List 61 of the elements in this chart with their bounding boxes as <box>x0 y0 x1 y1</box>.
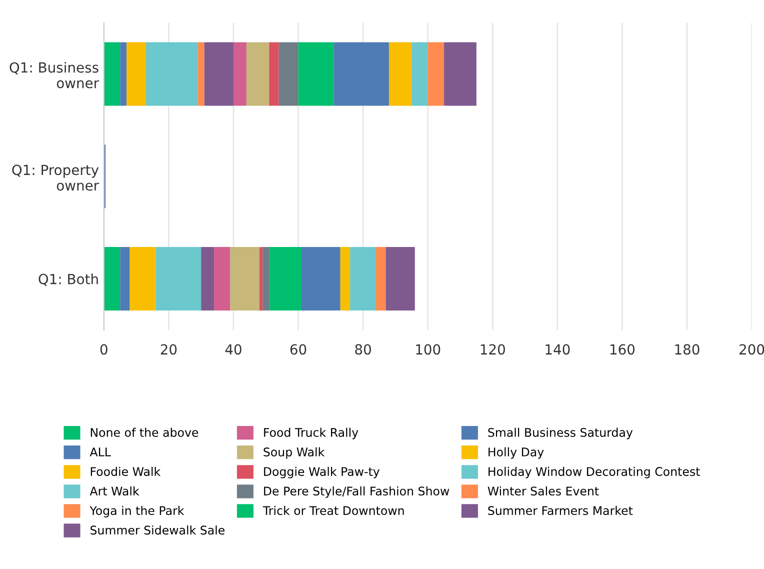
bar <box>334 42 389 106</box>
bar <box>278 42 298 106</box>
bar <box>204 42 234 106</box>
bar <box>444 42 476 106</box>
legend-label: ALL <box>90 448 111 456</box>
bar <box>104 42 120 106</box>
legend-label: Small Business Saturday <box>488 428 633 440</box>
legend-label: De Pere Style/Fall Fashion Show <box>264 486 450 498</box>
legend-label: Winter Sales Event <box>488 486 599 496</box>
bar <box>214 247 230 311</box>
bar <box>376 247 386 311</box>
x-tick-label: 40 <box>225 344 242 355</box>
bar <box>201 247 214 311</box>
x-tick-label: 120 <box>480 344 505 355</box>
bar <box>269 247 302 311</box>
legend-label: None of the above <box>90 428 198 437</box>
x-tick-label: 80 <box>355 344 371 355</box>
y-tick-label: Q1: Business owner <box>10 62 100 88</box>
bar <box>198 42 204 106</box>
legend-label: Foodie Walk <box>90 466 161 476</box>
bar <box>298 42 334 106</box>
bar <box>246 42 270 106</box>
bar <box>120 247 130 311</box>
bar <box>120 42 127 106</box>
legend-label: Doggie Walk Paw-ty <box>264 466 380 478</box>
bar <box>262 247 270 311</box>
legend-label: Yoga in the Park <box>90 506 184 518</box>
bar <box>126 42 146 106</box>
bar <box>230 247 260 311</box>
bar <box>350 247 376 311</box>
bar <box>428 42 444 106</box>
bar <box>233 42 246 106</box>
bar <box>340 247 350 311</box>
y-tick-label: Q1: Both <box>38 274 98 286</box>
bar <box>388 42 412 106</box>
bar <box>269 42 279 106</box>
bar <box>259 247 263 311</box>
x-tick-label: 140 <box>546 344 570 355</box>
bar <box>302 247 340 311</box>
x-tick-label: 0 <box>100 344 108 355</box>
legend-label: Summer Farmers Market <box>488 506 633 516</box>
legend-label: Holly Day <box>488 447 544 459</box>
bar <box>130 247 156 311</box>
legend-label: Trick or Treat Downtown <box>262 506 404 516</box>
x-tick-label: 160 <box>610 344 635 355</box>
bar <box>104 247 120 311</box>
x-tick-label: 60 <box>290 344 306 355</box>
bar <box>386 247 415 311</box>
x-tick-label: 180 <box>675 344 700 355</box>
x-tick-label: 200 <box>740 344 764 355</box>
x-tick-label: 100 <box>416 344 440 355</box>
bar <box>156 247 202 311</box>
legend-label: Art Walk <box>90 486 140 496</box>
legend-label: Food Truck Rally <box>264 428 358 440</box>
legend-label: Summer Sidewalk Sale <box>90 525 224 535</box>
legend-label: Soup Walk <box>264 447 325 459</box>
y-tick-label: Q1: Property owner <box>12 164 100 191</box>
legend-label: Holiday Window Decorating Contest <box>488 466 700 478</box>
x-tick-label: 20 <box>160 344 177 355</box>
bar <box>412 42 428 106</box>
bar <box>146 42 198 106</box>
